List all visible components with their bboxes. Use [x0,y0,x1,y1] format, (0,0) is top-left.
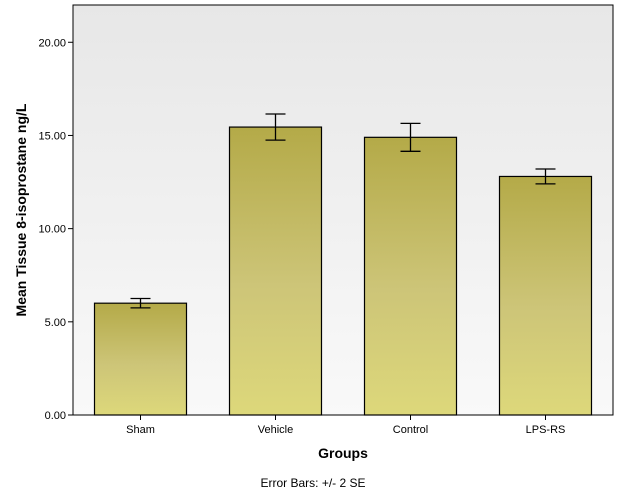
x-axis-title: Groups [318,445,368,461]
y-tick-label: 20.00 [38,37,66,49]
error-bar-lps-rs [535,168,556,185]
bar-control [363,136,458,416]
bar-sham [93,302,188,416]
x-tick-label: Vehicle [258,424,293,436]
y-tick-label: 0.00 [45,410,66,422]
error-bars-note: Error Bars: +/- 2 SE [260,476,365,490]
bar-lps-rs [498,175,593,416]
y-tick-label: 10.00 [38,224,66,236]
error-bar-vehicle [265,113,286,141]
y-axis: 0.00 5.00 10.00 15.00 20.00 [38,37,73,422]
x-axis: Sham Vehicle Control LPS-RS [126,415,565,436]
bar-vehicle [228,126,323,416]
y-tick-label: 5.00 [45,317,66,329]
error-bars [130,113,556,309]
y-axis-title: Mean Tissue 8-isoprostane ng/L [13,103,29,316]
error-bar-sham [130,297,151,309]
error-bar-control [400,122,421,152]
y-tick-label: 15.00 [38,130,66,142]
x-tick-label: Control [393,424,428,436]
x-tick-label: Sham [126,424,155,436]
x-tick-label: LPS-RS [526,424,566,436]
